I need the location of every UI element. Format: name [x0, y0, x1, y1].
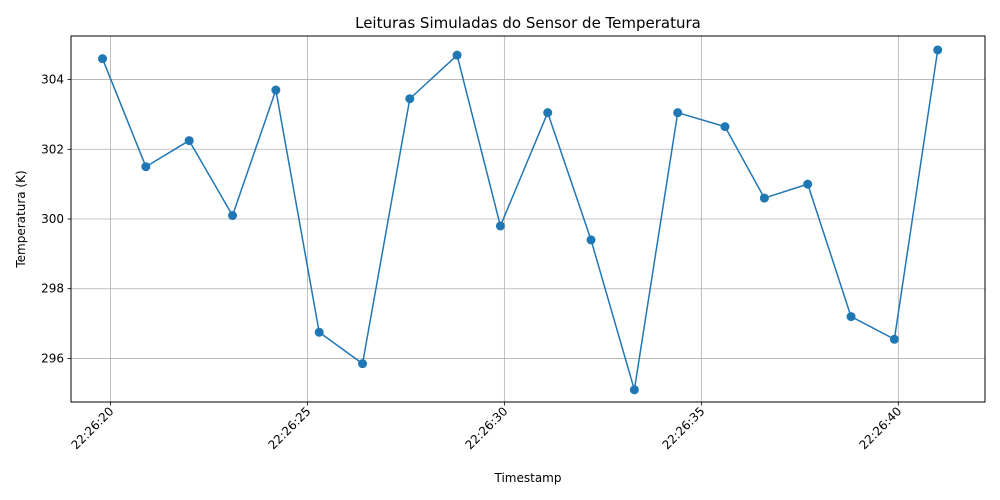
data-point — [889, 334, 899, 344]
chart-title: Leituras Simuladas do Sensor de Temperat… — [355, 14, 701, 32]
data-point — [314, 327, 324, 337]
data-point — [846, 312, 856, 322]
data-point — [720, 122, 730, 132]
data-point — [405, 94, 415, 104]
y-tick-label: 298 — [41, 282, 64, 296]
data-point — [586, 235, 596, 245]
y-tick-label: 304 — [41, 73, 64, 87]
data-point — [629, 385, 639, 395]
data-point — [452, 50, 462, 60]
y-axis: 296 298 300 302 304 — [41, 73, 71, 365]
data-point — [228, 211, 238, 221]
y-tick-label: 296 — [41, 351, 64, 365]
y-tick-label: 300 — [41, 212, 64, 226]
data-point — [673, 108, 683, 118]
data-point — [358, 359, 368, 369]
data-point — [933, 45, 943, 55]
data-point — [543, 108, 553, 118]
data-point — [759, 193, 769, 203]
y-axis-label: Temperatura (K) — [14, 170, 28, 268]
data-point — [184, 136, 194, 146]
series-line — [101, 49, 939, 391]
series-line-layer — [101, 49, 939, 391]
series-markers — [98, 45, 943, 395]
data-point — [495, 221, 505, 231]
grid-lines — [71, 36, 985, 402]
data-point — [803, 179, 813, 189]
data-point — [98, 54, 108, 64]
data-point — [271, 85, 281, 95]
data-point — [141, 162, 151, 172]
x-axis-label: Timestamp — [494, 471, 562, 485]
y-tick-label: 302 — [41, 142, 64, 156]
